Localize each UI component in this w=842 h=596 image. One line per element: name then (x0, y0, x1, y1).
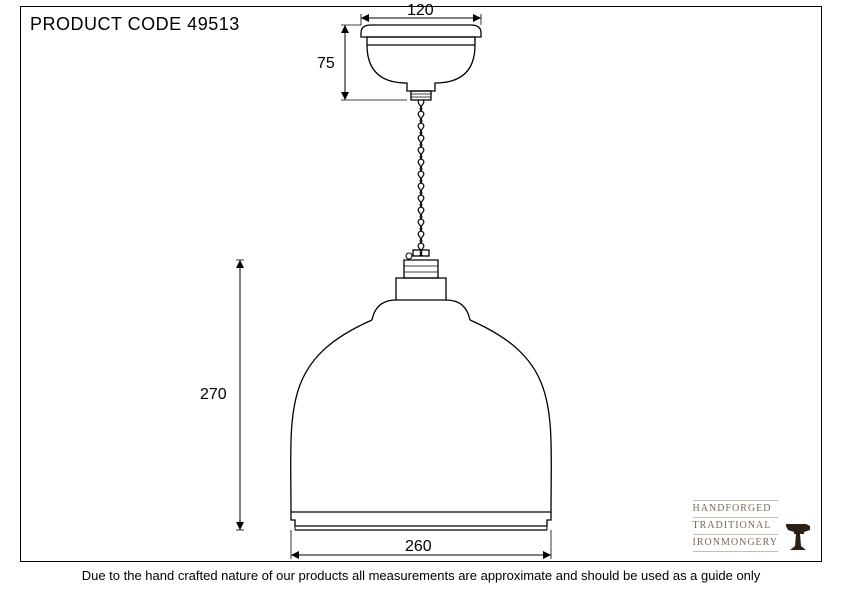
dim-canopy-width: 120 (407, 2, 434, 20)
brand-line-3: IRONMONGERY (693, 535, 778, 552)
anvil-icon (784, 520, 812, 552)
disclaimer-footer: Due to the hand crafted nature of our pr… (0, 568, 842, 583)
brand-text: HANDFORGED TRADITIONAL IRONMONGERY (693, 500, 778, 552)
dim-canopy-height: 75 (317, 55, 335, 73)
dim-shade-width: 260 (405, 538, 432, 556)
brand-line-1: HANDFORGED (693, 500, 778, 518)
dim-shade-height: 270 (200, 386, 227, 404)
brand-line-2: TRADITIONAL (693, 518, 778, 535)
